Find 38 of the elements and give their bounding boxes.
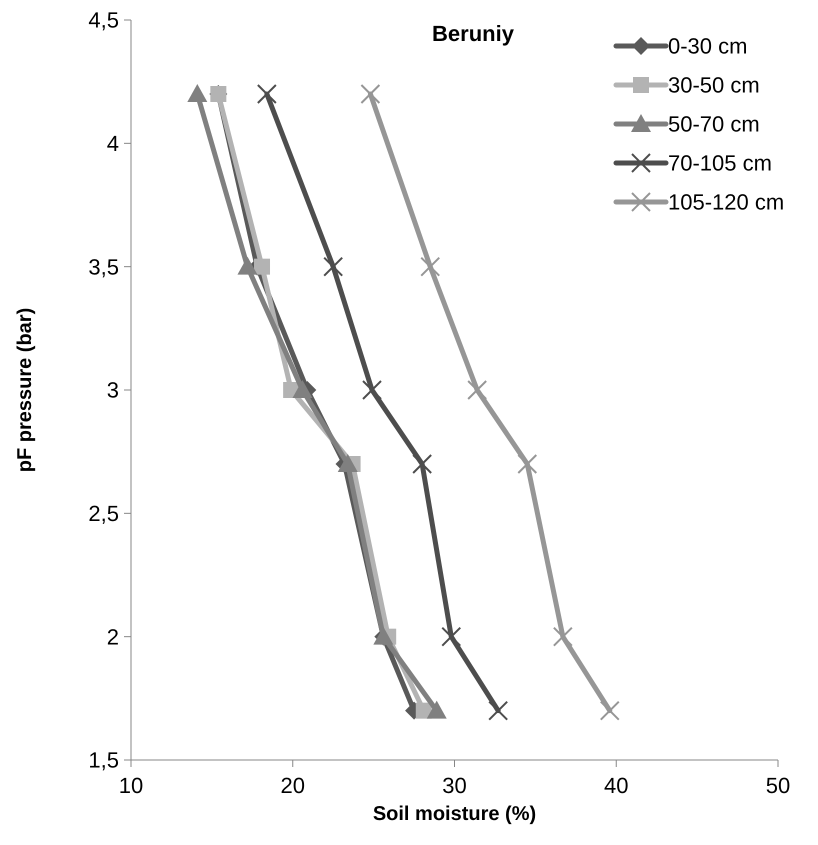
legend-label: 0-30 cm xyxy=(668,34,748,59)
point xyxy=(441,626,462,647)
point xyxy=(323,256,344,277)
point xyxy=(517,454,538,474)
point xyxy=(256,84,277,104)
legend-label: 105-120 cm xyxy=(668,190,784,215)
y-tick-label: 4,5 xyxy=(88,8,119,33)
point xyxy=(362,380,382,400)
x-tick-label: 40 xyxy=(604,773,628,798)
legend-label: 50-70 cm xyxy=(668,112,760,137)
point xyxy=(237,256,258,275)
point xyxy=(467,380,488,400)
x-tick-label: 30 xyxy=(442,773,467,798)
x-tick-label: 10 xyxy=(118,773,144,798)
y-tick-label: 4 xyxy=(106,131,119,156)
chart-title: Beruniy xyxy=(432,21,515,46)
x-tick-label: 20 xyxy=(280,773,305,798)
point xyxy=(338,454,358,472)
point xyxy=(426,700,447,719)
y-tick-label: 2 xyxy=(106,624,119,650)
point xyxy=(600,700,620,721)
point xyxy=(360,84,380,104)
point xyxy=(488,700,508,721)
point xyxy=(420,256,440,277)
y-axis-title: pF pressure (bar) xyxy=(14,308,36,472)
point xyxy=(412,454,432,474)
point xyxy=(552,626,573,647)
y-tick-label: 2,5 xyxy=(88,501,119,526)
legend-label: 30-50 cm xyxy=(668,72,760,98)
point xyxy=(254,258,270,275)
x-tick-label: 50 xyxy=(766,773,790,798)
point xyxy=(187,84,208,102)
point xyxy=(292,380,312,398)
y-tick-label: 1,5 xyxy=(88,748,119,773)
y-tick-label: 3 xyxy=(106,378,119,403)
x-axis-title: Soil moisture (%) xyxy=(372,803,536,825)
legend-label: 70-105 cm xyxy=(668,150,772,176)
y-tick-label: 3,5 xyxy=(88,254,119,280)
